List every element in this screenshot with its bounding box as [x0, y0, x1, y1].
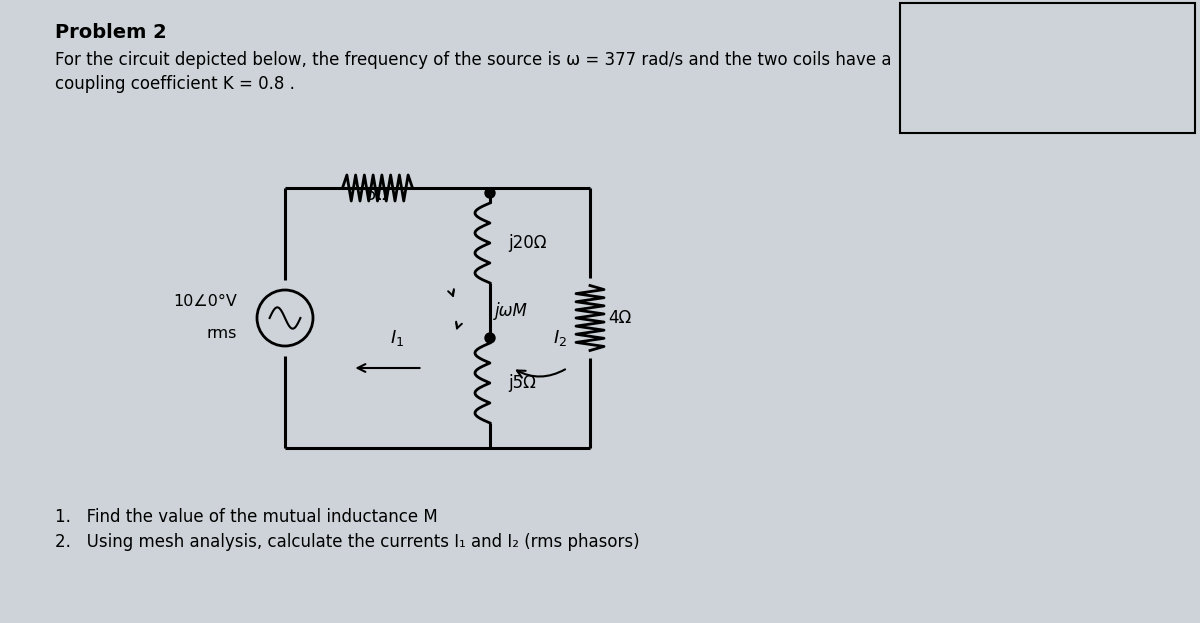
- Text: 1.   Find the value of the mutual inductance M: 1. Find the value of the mutual inductan…: [55, 508, 438, 526]
- Text: Problem 2: Problem 2: [55, 23, 167, 42]
- Text: j5Ω: j5Ω: [508, 374, 536, 392]
- Text: 10∠0°V: 10∠0°V: [173, 295, 238, 310]
- Bar: [900, 3, 1195, 133]
- Text: 5Ω: 5Ω: [366, 186, 389, 204]
- FancyArrowPatch shape: [448, 289, 454, 296]
- FancyArrowPatch shape: [456, 321, 462, 328]
- Circle shape: [485, 188, 496, 198]
- Circle shape: [485, 333, 496, 343]
- Text: $I_1$: $I_1$: [390, 328, 404, 348]
- Text: 2.   Using mesh analysis, calculate the currents I₁ and I₂ (rms phasors): 2. Using mesh analysis, calculate the cu…: [55, 533, 640, 551]
- Text: rms: rms: [206, 326, 238, 341]
- Text: coupling coefficient K = 0.8 .: coupling coefficient K = 0.8 .: [55, 75, 295, 93]
- Text: $I_2$: $I_2$: [553, 328, 568, 348]
- Text: j20Ω: j20Ω: [508, 234, 546, 252]
- Text: jωM: jωM: [496, 302, 528, 320]
- Text: For the circuit depicted below, the frequency of the source is ω = 377 rad/s and: For the circuit depicted below, the freq…: [55, 51, 892, 69]
- Text: 4Ω: 4Ω: [608, 309, 631, 327]
